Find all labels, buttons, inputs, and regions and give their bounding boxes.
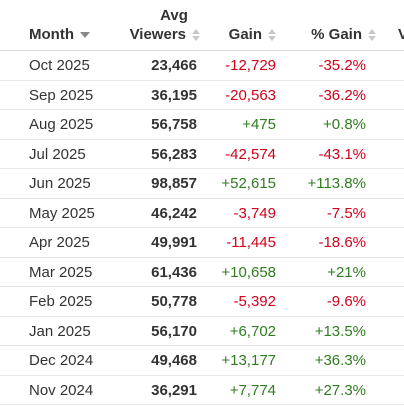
cell-gain: +10,658 (221, 263, 276, 281)
column-header-month[interactable]: Month (29, 25, 109, 44)
table-row: Nov 2024 36,291 +7,774 +27.3% (0, 376, 404, 405)
cell-month: Nov 2024 (29, 381, 94, 399)
cell-pct-gain: +13.5% (314, 322, 366, 340)
cell-pct-gain: -7.5% (326, 204, 366, 222)
table-row: Dec 2024 49,468 +13,177 +36.3% (0, 346, 404, 376)
cell-avg-viewers: 56,170 (151, 322, 197, 340)
cell-month: Sep 2025 (29, 86, 94, 104)
cell-pct-gain: -18.6% (318, 234, 366, 251)
cell-avg-viewers: 56,283 (151, 145, 197, 163)
column-header-pct-gain[interactable]: % Gain (286, 25, 376, 44)
cell-avg-viewers: 56,758 (151, 116, 197, 133)
table-body: Oct 2025 23,466 -12,729 -35.2% Sep 2025 36,19… (0, 51, 404, 405)
column-header-extra-label: V (398, 26, 404, 43)
cell-pct-gain: +36.3% (314, 352, 366, 369)
cell-month: Apr 2025 (29, 234, 90, 251)
column-header-pct-gain-label: % Gain (311, 26, 362, 43)
cell-month: Jan 2025 (29, 322, 91, 340)
cell-avg-viewers: 50,778 (151, 293, 197, 310)
cell-month: Aug 2025 (29, 116, 94, 133)
cell-pct-gain: +0.8% (323, 116, 366, 133)
cell-month: Dec 2024 (29, 352, 94, 369)
cell-pct-gain: +21% (327, 263, 366, 281)
cell-gain: +475 (242, 116, 276, 133)
column-header-avg-label: Avg (160, 7, 188, 24)
cell-month: Mar 2025 (29, 263, 93, 281)
cell-pct-gain: -35.2% (318, 57, 366, 74)
table-row: Feb 2025 50,778 -5,392 -9.6% (0, 287, 404, 317)
cell-gain: +7,774 (229, 381, 276, 399)
column-header-extra[interactable]: V (398, 25, 404, 44)
table-row: Jul 2025 56,283 -42,574 -43.1% (0, 140, 404, 169)
cell-gain: -12,729 (225, 57, 276, 74)
cell-gain: -11,445 (226, 234, 276, 251)
sort-both-icon[interactable] (368, 29, 376, 42)
cell-month: May 2025 (29, 204, 95, 222)
cell-avg-viewers: 98,857 (151, 175, 197, 192)
cell-gain: -42,574 (225, 145, 276, 163)
table-row: May 2025 46,242 -3,749 -7.5% (0, 199, 404, 228)
table-row: Sep 2025 36,195 -20,563 -36.2% (0, 81, 404, 110)
table-row: Jan 2025 56,170 +6,702 +13.5% (0, 317, 404, 346)
cell-pct-gain: +27.3% (314, 381, 366, 399)
cell-pct-gain: -36.2% (318, 86, 366, 104)
cell-avg-viewers: 23,466 (151, 57, 197, 74)
cell-gain: -20,563 (225, 86, 276, 104)
cell-pct-gain: +113.8% (307, 175, 366, 192)
cell-avg-viewers: 49,468 (151, 352, 197, 369)
cell-gain: +6,702 (229, 322, 276, 340)
cell-gain: -5,392 (233, 293, 276, 310)
cell-pct-gain: -9.6% (326, 293, 366, 310)
cell-month: Jul 2025 (29, 145, 86, 163)
column-header-avg-viewers[interactable]: Avg Viewers (118, 6, 200, 44)
column-header-gain-label: Gain (228, 26, 262, 43)
table-header: Month Avg Viewers Gain % Gain V (0, 0, 404, 51)
cell-month: Feb 2025 (29, 293, 93, 310)
column-header-gain[interactable]: Gain (216, 25, 276, 44)
sort-both-icon[interactable] (268, 29, 276, 42)
cell-avg-viewers: 61,436 (151, 263, 197, 281)
table-row: Mar 2025 61,436 +10,658 +21% (0, 258, 404, 287)
sort-both-icon[interactable] (192, 29, 200, 42)
cell-pct-gain: -43.1% (318, 145, 366, 163)
cell-gain: +52,615 (221, 175, 276, 192)
table-row: Oct 2025 23,466 -12,729 -35.2% (0, 51, 404, 81)
caret-down-icon[interactable] (79, 32, 90, 39)
cell-gain: -3,749 (233, 204, 276, 222)
cell-gain: +13,177 (221, 352, 276, 369)
cell-month: Jun 2025 (29, 175, 91, 192)
table-row: Aug 2025 56,758 +475 +0.8% (0, 110, 404, 140)
table-row: Jun 2025 98,857 +52,615 +113.8% (0, 169, 404, 199)
column-header-viewers-label: Viewers (129, 26, 186, 43)
column-header-month-label: Month (29, 26, 74, 43)
cell-avg-viewers: 36,195 (151, 86, 197, 104)
cell-avg-viewers: 36,291 (151, 381, 197, 399)
cell-avg-viewers: 49,991 (151, 234, 197, 251)
table-row: Apr 2025 49,991 -11,445 -18.6% (0, 228, 404, 258)
cell-avg-viewers: 46,242 (151, 204, 197, 222)
cell-month: Oct 2025 (29, 57, 90, 74)
